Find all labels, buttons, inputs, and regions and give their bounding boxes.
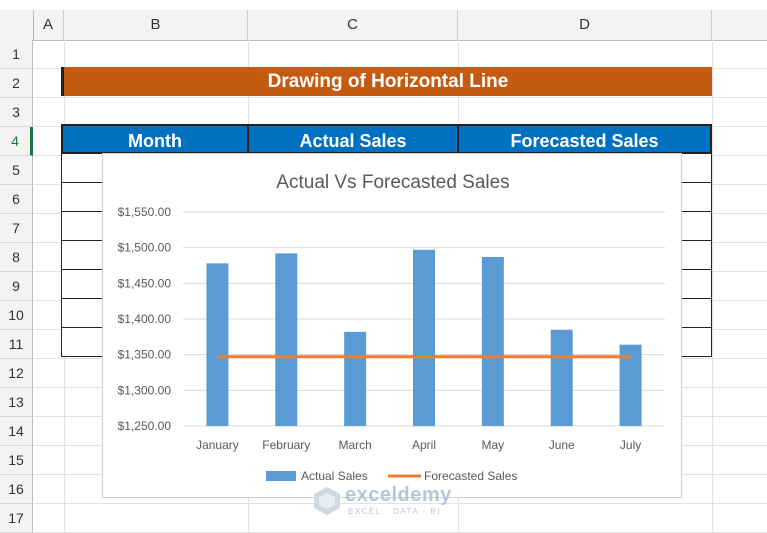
x-tick-label: July [620, 438, 641, 452]
bar-actual-may [481, 256, 504, 426]
select-all-corner[interactable] [0, 10, 34, 41]
legend-label-forecast: Forecasted Sales [424, 469, 517, 483]
x-tick-label: May [482, 438, 505, 452]
legend-swatch-actual [266, 471, 296, 481]
y-tick-label: $1,550.00 [118, 205, 172, 219]
bar-actual-april [413, 249, 435, 426]
chart-canvas: Actual Vs Forecasted Sales $1,250.00 $1,30… [118, 172, 665, 483]
row-header-9[interactable]: 9 [0, 272, 33, 301]
row-header-7[interactable]: 7 [0, 214, 33, 243]
chart-title: Actual Vs Forecasted Sales [276, 172, 509, 193]
row-header-6[interactable]: 6 [0, 185, 33, 214]
exceldemy-watermark: exceldemy EXCEL · DATA · BI [312, 484, 472, 520]
bar-actual-march [344, 331, 367, 426]
row-header-4[interactable]: 4 [0, 127, 33, 156]
sales-chart[interactable]: Actual Vs Forecasted Sales $1,250.00 $1,30… [102, 153, 682, 498]
x-tick-label: March [338, 438, 371, 452]
row-header-17[interactable]: 17 [0, 504, 33, 533]
row-header-15[interactable]: 15 [0, 446, 33, 475]
row-header-12[interactable]: 12 [0, 359, 33, 388]
bar-actual-january [206, 263, 229, 426]
column-header-a[interactable]: A [33, 10, 64, 40]
column-header-row [0, 10, 767, 41]
y-tick-label: $1,450.00 [118, 276, 172, 290]
row-header-14[interactable]: 14 [0, 417, 33, 446]
row-header-2[interactable]: 2 [0, 69, 33, 98]
y-tick-label: $1,300.00 [118, 383, 172, 397]
y-tick-label: $1,350.00 [118, 348, 172, 362]
row-header-10[interactable]: 10 [0, 301, 33, 330]
row-header-11[interactable]: 11 [0, 330, 33, 359]
row-header-13[interactable]: 13 [0, 388, 33, 417]
row-header-1[interactable]: 1 [0, 40, 33, 69]
header-month[interactable]: Month [61, 124, 249, 154]
exceldemy-logo-icon [314, 487, 340, 515]
header-actual-sales[interactable]: Actual Sales [247, 124, 459, 154]
bar-actual-june [550, 329, 573, 426]
column-header-c[interactable]: C [248, 10, 458, 40]
x-tick-label: February [262, 438, 310, 452]
y-tick-label: $1,500.00 [118, 241, 172, 255]
x-tick-label: April [412, 438, 436, 452]
y-tick-label: $1,400.00 [118, 312, 172, 326]
bar-actual-february [275, 253, 298, 426]
column-header-b[interactable]: B [64, 10, 248, 40]
legend-label-actual: Actual Sales [301, 469, 368, 483]
bar-actual-july [619, 344, 642, 426]
row-header-8[interactable]: 8 [0, 243, 33, 272]
watermark-tagline: EXCEL · DATA · BI [348, 507, 441, 516]
gridline-vertical [712, 40, 713, 532]
header-forecasted-sales[interactable]: Forecasted Sales [457, 124, 712, 154]
gridline-horizontal [33, 97, 767, 98]
watermark-name: exceldemy [345, 484, 452, 506]
row-header-5[interactable]: 5 [0, 156, 33, 185]
x-tick-label: January [196, 438, 239, 452]
row-header-3[interactable]: 3 [0, 98, 33, 127]
x-tick-label: June [549, 438, 575, 452]
gridline-horizontal [33, 503, 767, 504]
column-header-d[interactable]: D [458, 10, 712, 40]
row-header-16[interactable]: 16 [0, 475, 33, 504]
y-tick-label: $1,250.00 [118, 419, 172, 433]
sheet-title-band[interactable]: Drawing of Horizontal Line [61, 67, 712, 96]
